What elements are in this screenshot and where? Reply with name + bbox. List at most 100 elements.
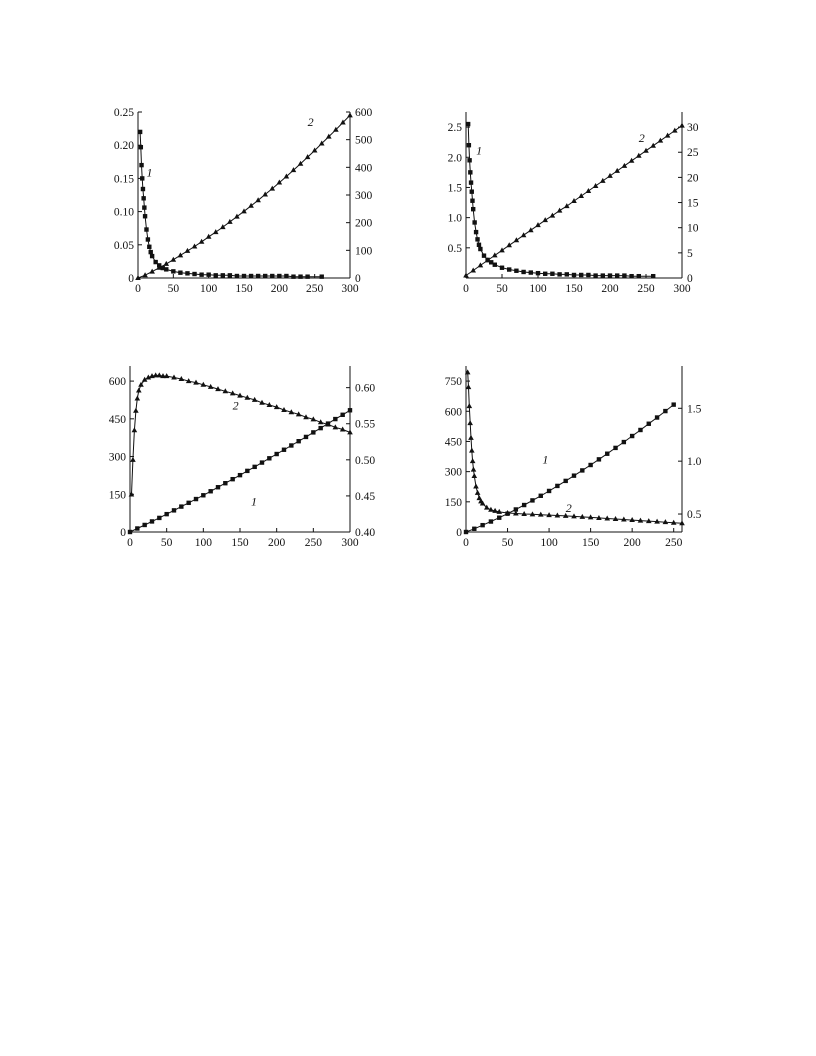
series-2-point xyxy=(504,509,511,515)
series-1-point xyxy=(135,526,140,531)
series-2-point xyxy=(207,383,214,389)
series-2-point xyxy=(138,381,144,387)
series-2-point xyxy=(520,232,527,238)
y2-tick-label: 0.55 xyxy=(355,419,375,431)
series-1-point xyxy=(230,476,235,482)
chart-panel-bottom-right: 0 50 100 150 200 250 0 150 300 450 600 750 0.5 1.0 1.5… xyxy=(440,358,730,568)
series-1-point xyxy=(613,445,618,451)
series-2-point xyxy=(535,222,541,228)
series-1-point xyxy=(215,485,221,490)
series-2-point xyxy=(269,185,276,191)
series-2-point xyxy=(471,472,478,478)
series-2-point xyxy=(657,137,664,143)
series-2-point xyxy=(128,491,135,497)
chart-panel-bottom-left: 0 50 100 150 200 250 300 0 150 300 450 600 0.40 0.45 0… xyxy=(104,358,394,568)
series-1-point xyxy=(571,473,577,478)
series-1-point xyxy=(615,273,620,278)
series-2-point xyxy=(332,424,339,430)
series-1-point xyxy=(147,244,152,249)
series-2-point xyxy=(571,513,577,519)
series-1-point xyxy=(303,434,309,440)
series-1-point xyxy=(248,273,254,279)
series-2-point xyxy=(234,213,240,219)
series-1-point xyxy=(521,269,526,275)
series-1-point xyxy=(193,496,199,502)
series-2-point xyxy=(295,411,302,417)
series-1-point xyxy=(160,265,165,271)
series-2-point xyxy=(273,404,280,410)
series-2-point xyxy=(200,381,207,387)
series-2-point xyxy=(215,386,221,392)
series-2-point xyxy=(149,268,155,274)
series-1-point xyxy=(142,205,147,210)
series-2-point xyxy=(679,122,685,128)
series-1-point xyxy=(489,260,494,265)
y2-tick-label: 10 xyxy=(687,223,699,235)
series-2-point xyxy=(473,483,479,489)
curve-label-1: 1 xyxy=(251,495,257,509)
series-2-point xyxy=(133,407,139,413)
y-tick-label: 0 xyxy=(456,527,462,539)
series-1-line xyxy=(467,124,654,277)
series-1-point xyxy=(185,271,190,276)
curve-label-2: 2 xyxy=(233,398,239,412)
series-2-point xyxy=(212,229,219,235)
chart-top-right: 0 50 100 150 200 250 300 0.5 1.0 1.5 2.0 2.5 0 5 10 15 2… xyxy=(448,112,699,295)
y2-tick-label: 25 xyxy=(687,147,699,159)
x-tick-label: 50 xyxy=(168,283,180,295)
series-1-point xyxy=(213,273,218,278)
series-1-point xyxy=(543,271,548,276)
series-1-point xyxy=(145,237,151,242)
series-2-point xyxy=(237,392,243,398)
series-1-point xyxy=(488,519,494,524)
series-2-point xyxy=(222,388,229,394)
chart-panel-top-left: 0 50 100 150 200 250 300 0 0.05 0.10 0.15 0.20 0.25 0… xyxy=(104,104,394,314)
series-2-point xyxy=(466,403,473,409)
series-1-point xyxy=(298,274,303,279)
series-1-point xyxy=(563,478,568,484)
series-2-point xyxy=(468,434,474,440)
y-tick-label: 0.05 xyxy=(114,240,134,252)
series-2-point xyxy=(339,426,346,432)
series-2-point xyxy=(578,193,584,199)
y-tick-label: 150 xyxy=(445,497,463,509)
series-2-point xyxy=(477,262,484,268)
series-1-point xyxy=(586,272,591,278)
series-2-point xyxy=(191,243,198,249)
series-1-point xyxy=(530,498,535,503)
series-2-point xyxy=(259,399,265,405)
series-1-point xyxy=(654,415,660,420)
series-1-point xyxy=(471,206,476,212)
series-2-point xyxy=(628,157,635,163)
series-2-point xyxy=(135,275,141,280)
y-tick-label: 600 xyxy=(109,376,127,388)
series-1-point xyxy=(227,273,233,278)
y2-tick-label: 500 xyxy=(355,135,373,147)
series-1-point xyxy=(528,270,533,275)
series-1-point xyxy=(164,511,169,517)
y-tick-label: 0.10 xyxy=(114,207,134,219)
series-1-point xyxy=(140,186,146,192)
series-1-point xyxy=(492,262,497,267)
series-1-point xyxy=(469,189,474,194)
series-1-point xyxy=(206,272,211,277)
y2-tick-label: 400 xyxy=(355,162,373,174)
series-2-point xyxy=(470,466,477,472)
series-1-point xyxy=(475,237,480,242)
x-tick-label: 150 xyxy=(231,537,249,549)
series-1-point xyxy=(671,402,676,407)
series-2-point xyxy=(513,510,519,516)
series-1-point xyxy=(497,515,502,520)
series-1-point xyxy=(263,273,268,279)
series-1-point xyxy=(521,502,527,508)
x-tick-label: 0 xyxy=(463,283,469,295)
series-2-point xyxy=(152,372,159,378)
y2-tick-label: 5 xyxy=(687,248,693,260)
series-1-point xyxy=(463,529,469,535)
series-2-point xyxy=(171,374,177,380)
series-2-point xyxy=(469,447,475,453)
y2-tick-label: 0.40 xyxy=(355,527,375,539)
y-tick-label: 0.15 xyxy=(114,173,134,185)
series-1-point xyxy=(149,519,155,524)
series-2-point xyxy=(664,132,671,138)
